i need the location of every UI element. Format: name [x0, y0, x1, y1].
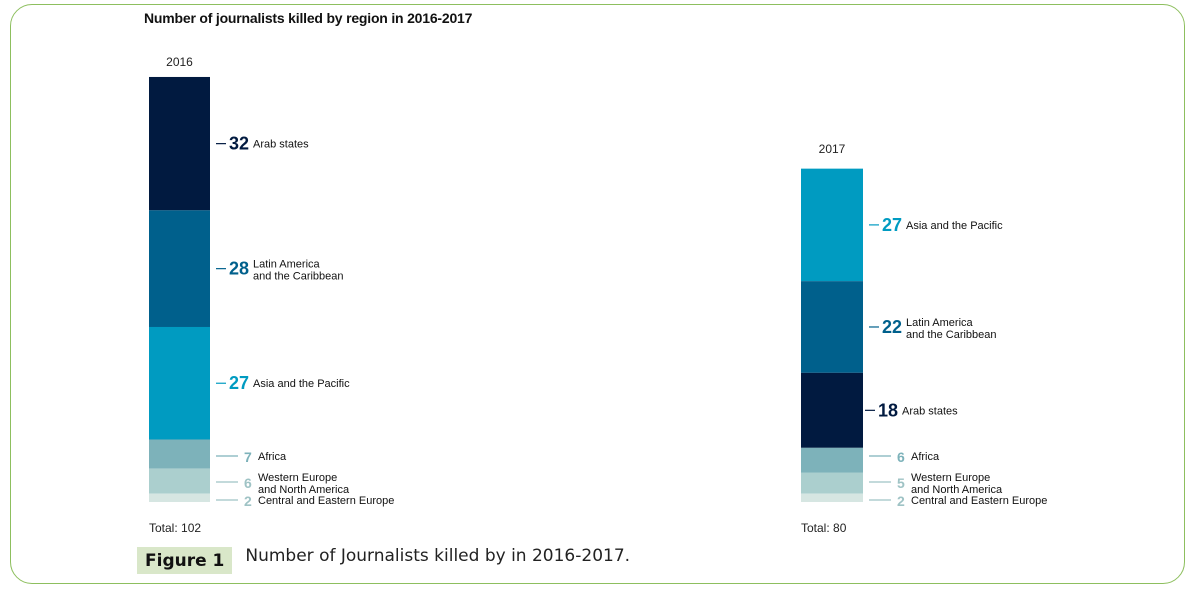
segment-category-label: Central and Eastern Europe	[258, 495, 394, 507]
segment-category-label: Arab states	[253, 139, 309, 151]
segment-value-label: 18	[878, 400, 898, 420]
segment-value-label: 6	[244, 475, 252, 491]
bar-segment	[801, 168, 863, 282]
figure-caption-text: Number of Journalists killed by in 2016-…	[245, 546, 631, 566]
segment-value-label: 2	[897, 493, 905, 509]
segment-value-label: 6	[897, 449, 905, 465]
bar-segment	[801, 493, 863, 502]
segment-category-label: Arab states	[902, 405, 958, 417]
figure-frame	[10, 4, 1185, 584]
segment-category-label: Africa	[911, 451, 940, 463]
segment-category-label: Africa	[258, 451, 287, 463]
bar-segment	[801, 372, 863, 448]
segment-value-label: 28	[229, 259, 249, 279]
bar-segment	[801, 447, 863, 473]
bar-category-label: 2017	[819, 142, 846, 156]
bar-category-label: 2016	[166, 55, 193, 69]
segment-category-label: Western Europe and North America	[258, 472, 350, 496]
figure-caption: Figure 1 Number of Journalists killed by…	[137, 545, 630, 575]
chart-title: Number of journalists killed by region i…	[144, 10, 473, 26]
bar-segment	[149, 468, 210, 494]
segment-category-label: Asia and the Pacific	[253, 378, 350, 390]
segment-value-label: 22	[882, 317, 902, 337]
bar-total-label: Total: 102	[149, 521, 201, 535]
bar-segment	[149, 76, 210, 211]
figure-label: Figure 1	[137, 546, 233, 574]
segment-category-label: Western Europe and North America	[911, 472, 1003, 496]
segment-value-label: 2	[244, 493, 252, 509]
segment-category-label: Central and Eastern Europe	[911, 495, 1047, 507]
segment-category-label: Latin America and the Caribbean	[253, 259, 344, 283]
bar-segment	[149, 439, 210, 469]
bar-segment	[149, 326, 210, 440]
bar-segment	[149, 210, 210, 327]
bar-segment	[801, 281, 863, 373]
segment-value-label: 32	[229, 134, 249, 154]
bar-total-label: Total: 80	[801, 521, 847, 535]
segment-value-label: 7	[244, 449, 252, 465]
segment-value-label: 5	[897, 475, 905, 491]
bar-segment	[801, 472, 863, 494]
segment-value-label: 27	[882, 215, 902, 235]
bar-segment	[149, 493, 210, 502]
segment-value-label: 27	[229, 373, 249, 393]
segment-category-label: Latin America and the Caribbean	[906, 317, 997, 341]
segment-category-label: Asia and the Pacific	[906, 220, 1003, 232]
